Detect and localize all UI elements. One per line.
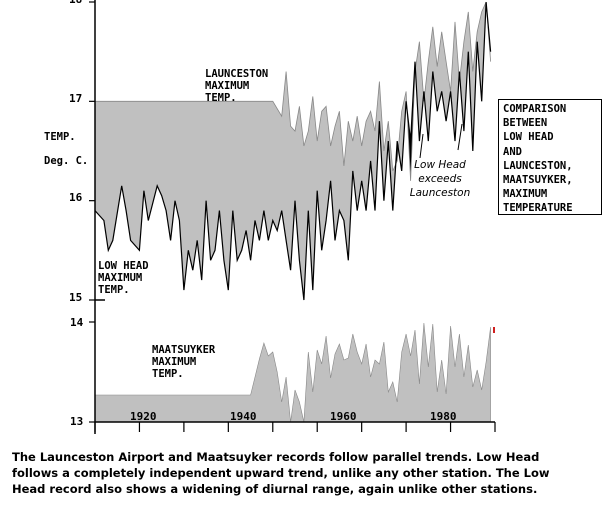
- title-line: LOW HEAD: [503, 131, 554, 144]
- series-label-low-head: LOW HEAD MAXIMUM TEMP.: [98, 260, 149, 296]
- series-label-line: MAXIMUM: [152, 356, 197, 368]
- title-line: COMPARISON: [503, 103, 567, 115]
- series-label-line: MAXIMUM: [98, 272, 143, 284]
- title-line: MAATSUYKER,: [503, 174, 573, 187]
- y-tick-label: 13: [70, 415, 84, 428]
- y-tick-label: 17: [69, 92, 83, 105]
- y-tick-label: 15: [69, 291, 83, 304]
- chart-title-box: COMPARISON BETWEEN LOW HEAD AND LAUNCEST…: [498, 99, 602, 215]
- launceston-line: [95, 1, 491, 181]
- annotation-low-head-exceeds: Low Head exceeds Launceston: [404, 158, 476, 200]
- series-label-maatsuyker: MAATSUYKER MAXIMUM TEMP.: [152, 344, 215, 380]
- series-label-line: MAATSUYKER: [152, 344, 216, 356]
- y-tick-label: 18: [69, 0, 82, 6]
- series-label-launceston: LAUNCESTON MAXIMUM TEMP.: [205, 68, 268, 104]
- annotation-arrow: [419, 133, 424, 159]
- x-tick-label: 1980: [430, 410, 457, 423]
- x-tick-label: 1920: [130, 410, 157, 423]
- annotation-arrow: [457, 123, 463, 151]
- y-tick-label: 14: [70, 316, 84, 329]
- y-axis-label: TEMP. Deg. C.: [44, 125, 88, 173]
- caption-line: Head record also shows a widening of diu…: [12, 482, 538, 496]
- caption-line: The Launceston Airport and Maatsuyker re…: [12, 450, 540, 464]
- x-tick-label: 1960: [330, 410, 357, 423]
- y-axis-label-line: TEMP.: [44, 131, 76, 143]
- x-tick-label: 1940: [230, 410, 257, 423]
- y-axis-label-line: Deg. C.: [44, 155, 89, 167]
- series-label-line: TEMP.: [152, 368, 184, 380]
- caption-line: follows a completely independent upward …: [12, 466, 550, 480]
- series-label-line: TEMP.: [98, 284, 130, 296]
- launceston-area: [95, 2, 491, 300]
- series-label-line: TEMP.: [205, 92, 237, 104]
- series-label-line: LOW HEAD: [98, 260, 149, 272]
- axes: [89, 0, 496, 434]
- caption: The Launceston Airport and Maatsuyker re…: [12, 449, 602, 497]
- y-tick-label: 16: [69, 191, 83, 204]
- title-line: TEMPERATURE: [503, 202, 573, 215]
- annotation-line: exceeds: [418, 173, 462, 185]
- title-line: LAUNCESTON,: [503, 159, 573, 172]
- annotation-line: Launceston: [409, 187, 471, 199]
- plot-area: [94, 1, 495, 423]
- title-line: AND: [503, 145, 522, 158]
- annotation-line: Low Head: [414, 159, 466, 171]
- series-label-line: MAXIMUM: [205, 80, 250, 92]
- low-head-line: [94, 1, 492, 301]
- title-line: MAXIMUM: [503, 188, 548, 201]
- title-line: BETWEEN: [503, 117, 548, 130]
- maatsuyker-area: [94, 322, 491, 423]
- series-label-line: LAUNCESTON: [205, 68, 269, 80]
